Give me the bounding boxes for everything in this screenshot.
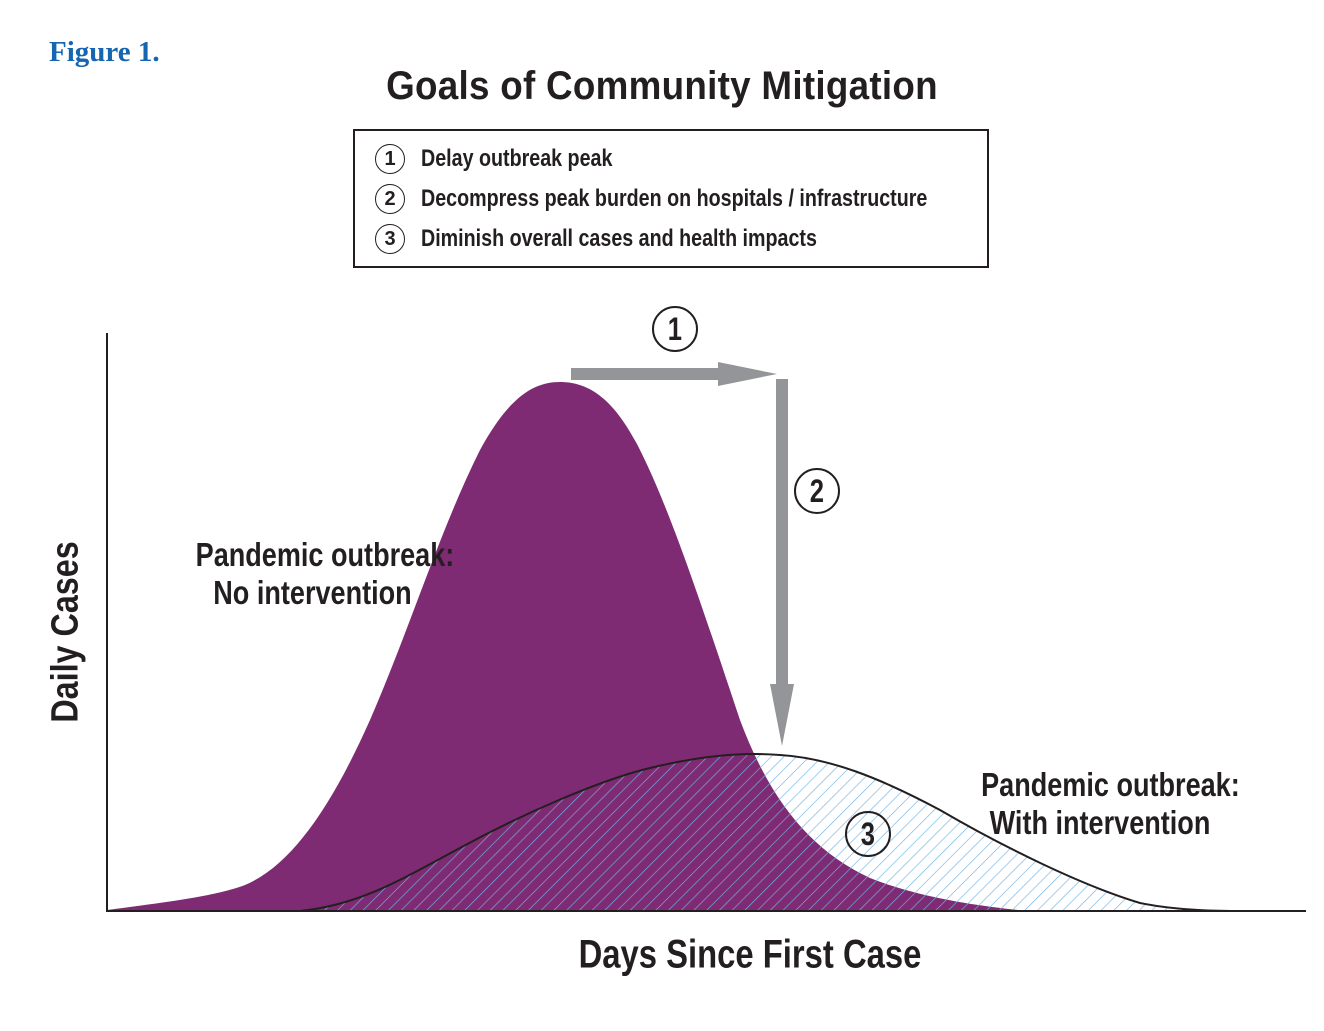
marker-1-label: 1 (667, 310, 683, 347)
goal-number-circle: 2 (375, 184, 405, 214)
with-intervention-curve (299, 753, 1246, 912)
marker-3-circle: 3 (845, 811, 891, 857)
goal-text: Delay outbreak peak (421, 145, 613, 172)
chart-title: Goals of Community Mitigation (386, 64, 938, 108)
goal-item: 3 Diminish overall cases and health impa… (375, 221, 904, 257)
marker-2-label: 2 (809, 472, 825, 509)
marker-3-label: 3 (860, 815, 876, 852)
marker-1-circle: 1 (652, 306, 698, 352)
with-intervention-label-line1: Pandemic outbreak: (981, 766, 1240, 803)
marker-2-circle: 2 (794, 468, 840, 514)
y-axis-label: Daily Cases (44, 541, 87, 723)
no-intervention-label-line1: Pandemic outbreak: (195, 536, 455, 573)
no-intervention-label-line2: No intervention (213, 574, 412, 611)
decompress-arrow-icon (770, 379, 794, 746)
with-intervention-label-line2: With intervention (989, 804, 1211, 841)
goal-text: Diminish overall cases and health impact… (421, 225, 817, 252)
goal-item: 1 Delay outbreak peak (375, 141, 654, 177)
goal-text: Decompress peak burden on hospitals / in… (421, 185, 928, 212)
goal-number-circle: 1 (375, 144, 405, 174)
goals-legend-box: 1 Delay outbreak peak 2 Decompress peak … (353, 129, 989, 268)
goal-number-circle: 3 (375, 224, 405, 254)
goal-item: 2 Decompress peak burden on hospitals / … (375, 181, 1038, 217)
with-intervention-label: Pandemic outbreak: With intervention (955, 766, 1245, 842)
no-intervention-area (107, 382, 1018, 910)
no-intervention-label: Pandemic outbreak: No intervention (170, 536, 455, 612)
figure-label: Figure 1. (49, 36, 160, 68)
x-axis-label: Days Since First Case (578, 932, 922, 977)
delay-arrow-icon (571, 362, 777, 386)
